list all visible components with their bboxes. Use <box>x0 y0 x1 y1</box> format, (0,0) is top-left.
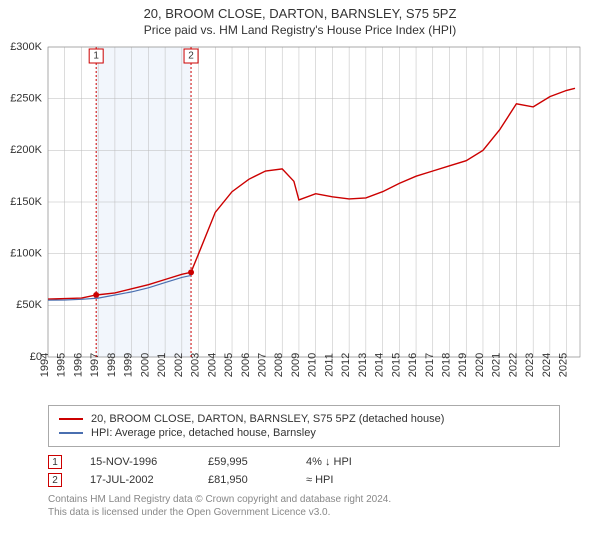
footer-line-2: This data is licensed under the Open Gov… <box>48 506 560 519</box>
svg-text:2000: 2000 <box>139 353 151 377</box>
svg-text:2002: 2002 <box>173 353 185 377</box>
svg-text:£200K: £200K <box>10 144 42 156</box>
svg-text:1: 1 <box>93 51 99 62</box>
event-date: 15-NOV-1996 <box>90 456 180 468</box>
event-price: £59,995 <box>208 456 278 468</box>
legend-row: HPI: Average price, detached house, Barn… <box>59 426 549 440</box>
svg-text:2011: 2011 <box>323 353 335 377</box>
svg-text:2023: 2023 <box>524 353 536 377</box>
svg-text:2008: 2008 <box>273 353 285 377</box>
svg-text:2001: 2001 <box>156 353 168 377</box>
svg-text:2009: 2009 <box>290 353 302 377</box>
svg-text:2014: 2014 <box>374 353 386 377</box>
svg-text:2004: 2004 <box>206 353 218 377</box>
svg-text:2005: 2005 <box>223 353 235 377</box>
legend: 20, BROOM CLOSE, DARTON, BARNSLEY, S75 5… <box>48 405 560 447</box>
chart-area: £0£50K£100K£150K£200K£250K£300K199419951… <box>0 39 600 399</box>
svg-text:£100K: £100K <box>10 248 42 260</box>
event-row: 2 17-JUL-2002 £81,950 ≈ HPI <box>48 473 560 487</box>
svg-text:£250K: £250K <box>10 93 42 105</box>
legend-row: 20, BROOM CLOSE, DARTON, BARNSLEY, S75 5… <box>59 412 549 426</box>
svg-text:1998: 1998 <box>106 353 118 377</box>
svg-text:2019: 2019 <box>457 353 469 377</box>
svg-text:1994: 1994 <box>39 353 51 377</box>
event-price: £81,950 <box>208 474 278 486</box>
event-delta: 4% ↓ HPI <box>306 456 396 468</box>
svg-text:2006: 2006 <box>240 353 252 377</box>
svg-text:2022: 2022 <box>507 353 519 377</box>
svg-text:2010: 2010 <box>307 353 319 377</box>
event-marker: 1 <box>48 455 62 469</box>
event-delta: ≈ HPI <box>306 474 396 486</box>
svg-text:2020: 2020 <box>474 353 486 377</box>
footer-line-1: Contains HM Land Registry data © Crown c… <box>48 493 560 506</box>
svg-text:1995: 1995 <box>56 353 68 377</box>
footer-attribution: Contains HM Land Registry data © Crown c… <box>48 493 560 519</box>
svg-text:£300K: £300K <box>10 41 42 53</box>
legend-label: 20, BROOM CLOSE, DARTON, BARNSLEY, S75 5… <box>91 413 444 425</box>
svg-text:2017: 2017 <box>424 353 436 377</box>
svg-text:1999: 1999 <box>123 353 135 377</box>
svg-text:£50K: £50K <box>16 299 42 311</box>
legend-swatch <box>59 418 83 420</box>
svg-text:2007: 2007 <box>256 353 268 377</box>
legend-label: HPI: Average price, detached house, Barn… <box>91 427 316 439</box>
svg-text:2021: 2021 <box>491 353 503 377</box>
chart-title: 20, BROOM CLOSE, DARTON, BARNSLEY, S75 5… <box>0 6 600 21</box>
event-marker: 2 <box>48 473 62 487</box>
svg-text:2018: 2018 <box>441 353 453 377</box>
svg-text:2024: 2024 <box>541 353 553 377</box>
event-table: 1 15-NOV-1996 £59,995 4% ↓ HPI 2 17-JUL-2002 £… <box>48 455 560 487</box>
svg-text:2016: 2016 <box>407 353 419 377</box>
svg-text:2: 2 <box>188 51 194 62</box>
svg-text:2015: 2015 <box>390 353 402 377</box>
svg-text:£150K: £150K <box>10 196 42 208</box>
event-row: 1 15-NOV-1996 £59,995 4% ↓ HPI <box>48 455 560 469</box>
legend-swatch <box>59 432 83 434</box>
chart-subtitle: Price paid vs. HM Land Registry's House … <box>0 21 600 37</box>
svg-text:2025: 2025 <box>558 353 570 377</box>
title-block: 20, BROOM CLOSE, DARTON, BARNSLEY, S75 5… <box>0 0 600 39</box>
event-date: 17-JUL-2002 <box>90 474 180 486</box>
svg-text:2013: 2013 <box>357 353 369 377</box>
svg-text:1997: 1997 <box>89 353 101 377</box>
svg-text:1996: 1996 <box>72 353 84 377</box>
svg-text:2012: 2012 <box>340 353 352 377</box>
